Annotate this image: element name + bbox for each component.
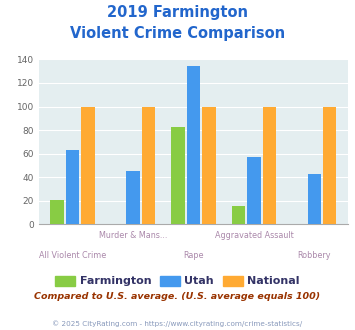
Text: Rape: Rape [183,251,204,260]
Bar [187,66,200,224]
Bar [247,157,261,224]
Text: Aggravated Assault: Aggravated Assault [214,231,293,240]
Bar [263,107,276,224]
Text: © 2025 CityRating.com - https://www.cityrating.com/crime-statistics/: © 2025 CityRating.com - https://www.city… [53,320,302,327]
Bar [202,107,215,224]
Text: Compared to U.S. average. (U.S. average equals 100): Compared to U.S. average. (U.S. average … [34,292,321,301]
Text: Murder & Mans...: Murder & Mans... [99,231,167,240]
Bar [171,127,185,224]
Bar [126,171,140,224]
Bar [308,174,321,224]
Bar [50,200,64,224]
Text: All Violent Crime: All Violent Crime [39,251,106,260]
Legend: Farmington, Utah, National: Farmington, Utah, National [51,271,304,291]
Text: Robbery: Robbery [297,251,331,260]
Text: Violent Crime Comparison: Violent Crime Comparison [70,26,285,41]
Bar [81,107,95,224]
Bar [323,107,337,224]
Bar [142,107,155,224]
Bar [66,150,79,224]
Bar [232,206,245,224]
Text: 2019 Farmington: 2019 Farmington [107,5,248,20]
